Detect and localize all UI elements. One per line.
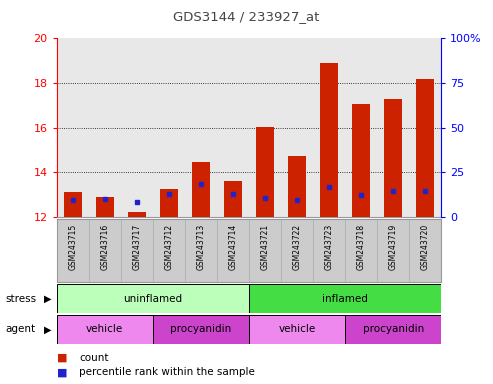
Text: procyanidin: procyanidin — [170, 324, 232, 334]
Bar — [57, 315, 153, 344]
Text: GSM243717: GSM243717 — [132, 224, 141, 270]
Bar — [160, 189, 177, 217]
Text: GSM243719: GSM243719 — [388, 224, 398, 270]
Text: GSM243723: GSM243723 — [324, 224, 334, 270]
Bar — [249, 284, 441, 313]
Bar — [153, 315, 249, 344]
Text: uninflamed: uninflamed — [123, 293, 182, 304]
Text: vehicle: vehicle — [86, 324, 123, 334]
Text: GSM243722: GSM243722 — [292, 224, 302, 270]
Text: GSM243721: GSM243721 — [260, 224, 270, 270]
Bar — [249, 315, 345, 344]
Bar — [417, 79, 434, 217]
Text: procyanidin: procyanidin — [362, 324, 424, 334]
Text: count: count — [79, 353, 108, 363]
Text: GSM243716: GSM243716 — [100, 224, 109, 270]
Text: stress: stress — [5, 293, 36, 304]
Bar — [64, 192, 81, 217]
Bar — [96, 197, 113, 217]
Text: inflamed: inflamed — [322, 293, 368, 304]
Bar — [256, 127, 274, 217]
Bar — [128, 212, 145, 217]
Bar — [345, 315, 441, 344]
Text: GSM243713: GSM243713 — [196, 224, 206, 270]
Text: GDS3144 / 233927_at: GDS3144 / 233927_at — [174, 10, 319, 23]
Text: percentile rank within the sample: percentile rank within the sample — [79, 367, 255, 377]
Text: GSM243718: GSM243718 — [356, 224, 366, 270]
Text: ■: ■ — [57, 353, 67, 363]
Text: GSM243720: GSM243720 — [421, 224, 430, 270]
Bar — [192, 162, 210, 217]
Text: GSM243712: GSM243712 — [164, 224, 174, 270]
Text: GSM243715: GSM243715 — [68, 224, 77, 270]
Text: ■: ■ — [57, 367, 67, 377]
Bar — [224, 181, 242, 217]
Bar — [57, 284, 249, 313]
Bar — [320, 63, 338, 217]
Text: vehicle: vehicle — [279, 324, 316, 334]
Bar — [385, 99, 402, 217]
Bar — [352, 104, 370, 217]
Text: GSM243714: GSM243714 — [228, 224, 238, 270]
Text: ▶: ▶ — [44, 324, 52, 334]
Text: ▶: ▶ — [44, 293, 52, 304]
Text: agent: agent — [5, 324, 35, 334]
Bar — [288, 156, 306, 217]
